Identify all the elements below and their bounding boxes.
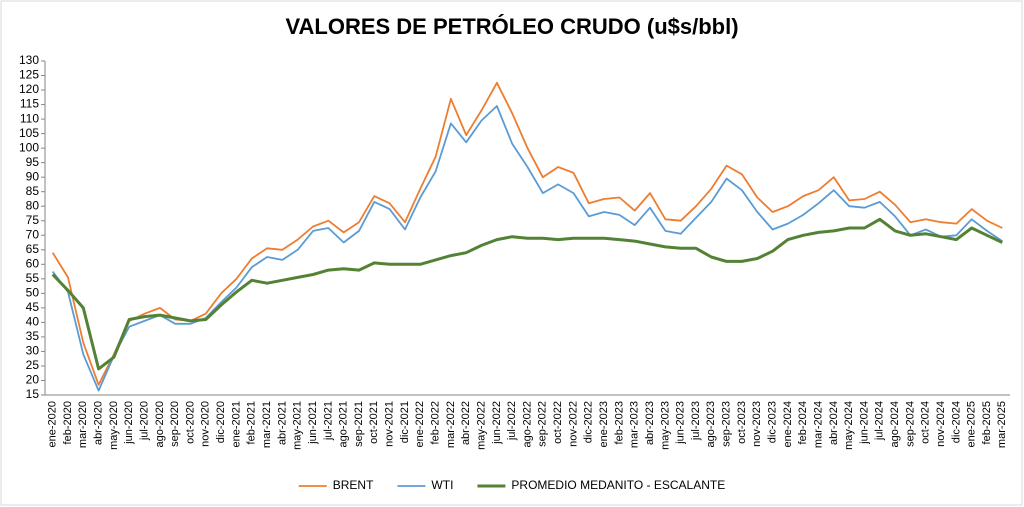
x-tick-label: ago-2023 — [705, 401, 717, 448]
x-tick-label: jul-2021 — [322, 401, 334, 441]
x-tick-label: ene-2024 — [782, 401, 794, 448]
x-tick-label: oct-2022 — [552, 401, 564, 444]
x-tick-label: feb-2024 — [797, 401, 809, 444]
legend-label: WTI — [431, 478, 453, 492]
x-tick-label: mar-2021 — [261, 401, 273, 448]
x-tick-label: may-2021 — [292, 401, 304, 450]
y-tick-label: 125 — [19, 68, 39, 82]
x-tick-label: mar-2022 — [445, 401, 457, 448]
y-tick-label: 120 — [19, 82, 39, 96]
x-tick-label: oct-2024 — [920, 401, 932, 444]
x-tick-label: jul-2024 — [874, 401, 886, 441]
y-tick-label: 55 — [26, 271, 40, 285]
x-tick-label: sep-2022 — [537, 401, 549, 447]
x-tick-label: ene-2023 — [598, 401, 610, 448]
x-tick-label: oct-2023 — [736, 401, 748, 444]
x-tick-label: dic-2024 — [950, 401, 962, 443]
x-tick-label: may-2020 — [108, 401, 120, 450]
x-tick-label: ago-2021 — [338, 401, 350, 448]
x-tick-label: jul-2022 — [506, 401, 518, 441]
y-tick-label: 105 — [19, 126, 39, 140]
y-tick-label: 85 — [26, 184, 40, 198]
y-tick-label: 115 — [20, 97, 39, 111]
x-tick-label: sep-2024 — [904, 401, 916, 447]
x-tick-label: mar-2024 — [812, 401, 824, 448]
x-tick-label: ago-2022 — [521, 401, 533, 448]
x-tick-label: may-2022 — [475, 401, 487, 450]
y-tick-label: 25 — [26, 358, 40, 372]
x-tick-label: feb-2022 — [430, 401, 442, 444]
y-tick-label: 50 — [26, 286, 40, 300]
x-tick-label: ene-2022 — [414, 401, 426, 448]
x-tick-label: feb-2020 — [62, 401, 74, 444]
y-tick-label: 100 — [19, 140, 39, 154]
x-tick-label: abr-2020 — [93, 401, 105, 445]
x-tick-label: sep-2023 — [721, 401, 733, 447]
y-tick-label: 30 — [26, 344, 40, 358]
x-tick-label: mar-2020 — [77, 401, 89, 448]
x-tick-label: dic-2022 — [583, 401, 595, 443]
chart-title: VALORES DE PETRÓLEO CRUDO (u$s/bbl) — [285, 14, 738, 39]
x-tick-label: oct-2020 — [184, 401, 196, 444]
legend-label: PROMEDIO MEDANITO - ESCALANTE — [511, 478, 725, 492]
series-line — [51, 217, 1003, 371]
x-tick-label: feb-2025 — [981, 401, 993, 444]
y-tick-label: 95 — [26, 155, 40, 169]
x-tick-label: abr-2021 — [276, 401, 288, 445]
x-tick-label: ene-2021 — [230, 401, 242, 448]
legend-label: BRENT — [333, 478, 374, 492]
x-tick-label: dic-2023 — [766, 401, 778, 443]
x-tick-label: jul-2020 — [138, 401, 150, 441]
y-tick-label: 130 — [19, 53, 39, 67]
x-tick-label: ago-2024 — [889, 401, 901, 448]
x-tick-label: jun-2020 — [123, 401, 135, 445]
x-tick-label: nov-2021 — [384, 401, 396, 447]
x-tick-label: jun-2021 — [307, 401, 319, 445]
x-tick-label: mar-2025 — [996, 401, 1008, 448]
x-tick-label: sep-2021 — [353, 401, 365, 447]
x-tick-label: may-2023 — [659, 401, 671, 450]
x-tick-label: mar-2023 — [629, 401, 641, 448]
x-tick-label: abr-2023 — [644, 401, 656, 445]
x-tick-label: ene-2020 — [47, 401, 59, 448]
y-tick-label: 65 — [26, 242, 40, 256]
x-tick-label: may-2024 — [843, 401, 855, 450]
x-tick-label: abr-2024 — [828, 401, 840, 445]
x-tick-label: jun-2023 — [675, 401, 687, 445]
x-tick-label: jul-2023 — [690, 401, 702, 441]
x-tick-label: dic-2020 — [215, 401, 227, 443]
y-tick-label: 45 — [26, 300, 40, 314]
y-tick-label: 80 — [26, 198, 40, 212]
x-tick-label: sep-2020 — [169, 401, 181, 447]
x-tick-label: oct-2021 — [368, 401, 380, 444]
x-tick-label: ene-2025 — [966, 401, 978, 448]
y-tick-label: 20 — [26, 373, 40, 387]
y-tick-label: 15 — [26, 387, 40, 401]
x-tick-label: nov-2024 — [935, 401, 947, 447]
x-tick-label: jun-2024 — [858, 401, 870, 445]
y-tick-label: 35 — [26, 329, 40, 343]
x-tick-label: feb-2023 — [613, 401, 625, 444]
x-tick-label: nov-2022 — [567, 401, 579, 447]
series-line — [51, 81, 1003, 386]
x-tick-label: abr-2022 — [460, 401, 472, 445]
y-tick-label: 75 — [26, 213, 40, 227]
x-tick-label: jun-2022 — [491, 401, 503, 445]
y-tick-label: 90 — [26, 169, 40, 183]
x-tick-label: dic-2021 — [399, 401, 411, 443]
y-tick-label: 60 — [26, 256, 40, 270]
y-tick-label: 70 — [26, 227, 40, 241]
x-tick-label: feb-2021 — [246, 401, 258, 444]
x-tick-label: nov-2023 — [751, 401, 763, 447]
x-tick-label: nov-2020 — [200, 401, 212, 447]
y-tick-label: 40 — [26, 315, 40, 329]
y-tick-label: 110 — [20, 111, 39, 125]
x-tick-label: ago-2020 — [154, 401, 166, 448]
